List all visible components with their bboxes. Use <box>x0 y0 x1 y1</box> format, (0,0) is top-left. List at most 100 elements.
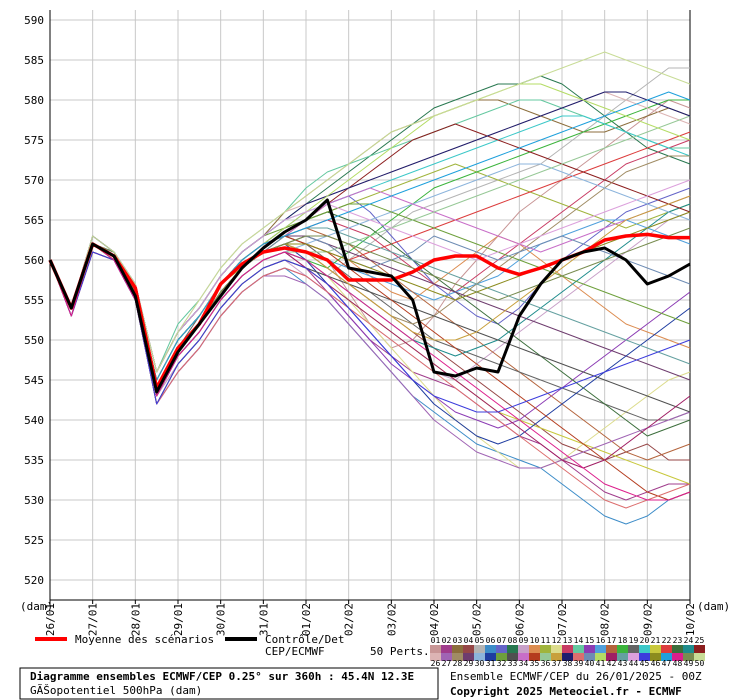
legend-swatch <box>672 653 683 661</box>
legend-label: 05 <box>475 636 485 645</box>
legend-label: 10 <box>530 636 540 645</box>
legend-label: 13 <box>563 636 573 645</box>
legend-label: 42 <box>607 659 617 668</box>
x-tick-label: 30/01 <box>215 603 228 636</box>
legend-label: 31 <box>486 659 496 668</box>
legend-label: 34 <box>519 659 529 668</box>
x-tick-label: 02/02 <box>343 603 356 636</box>
legend-label: 20 <box>640 636 650 645</box>
y-tick-label: 590 <box>24 14 44 27</box>
x-tick-label: 10/02 <box>684 603 697 636</box>
legend-swatch <box>606 653 617 661</box>
y-tick-label: 545 <box>24 374 44 387</box>
legend-swatch <box>507 645 518 653</box>
legend-label: 15 <box>585 636 595 645</box>
legend-swatch <box>562 645 573 653</box>
legend-swatch <box>672 645 683 653</box>
x-tick-label: 08/02 <box>599 603 612 636</box>
x-tick-label: 04/02 <box>428 603 441 636</box>
legend-swatch <box>661 653 672 661</box>
y-tick-label: 570 <box>24 174 44 187</box>
footer-box <box>19 667 439 700</box>
y-tick-label: 585 <box>24 54 44 67</box>
legend-swatch <box>441 645 452 653</box>
legend-swatch <box>683 653 694 661</box>
legend-label: 16 <box>596 636 606 645</box>
legend-swatch <box>474 653 485 661</box>
legend-swatch <box>639 653 650 661</box>
legend-swatch <box>694 645 705 653</box>
perturbation-line <box>49 243 691 469</box>
legend-swatch <box>441 653 452 661</box>
perturbations-label: 50 Perts. <box>370 645 430 658</box>
legend-label: 03 <box>453 636 463 645</box>
legend-swatch <box>485 653 496 661</box>
legend-label: 25 <box>695 636 705 645</box>
x-tick-label: 28/01 <box>129 603 142 636</box>
perturbation-line <box>49 243 691 469</box>
y-tick-label: 535 <box>24 454 44 467</box>
legend-swatch <box>507 653 518 661</box>
perturbation-line <box>49 235 691 389</box>
x-tick-label: 03/02 <box>385 603 398 636</box>
legend-swatch <box>518 645 529 653</box>
legend-swatch <box>551 645 562 653</box>
legend-swatch <box>573 653 584 661</box>
legend-swatch <box>584 653 595 661</box>
legend-label: 08 <box>508 636 518 645</box>
legend-label: Moyenne des scénarios <box>75 633 214 646</box>
legend-swatch <box>595 645 606 653</box>
y-unit-right: (dam) <box>697 600 730 613</box>
axis-frame <box>49 10 691 601</box>
legend-swatch <box>694 653 705 661</box>
legend-label: 47 <box>662 659 672 668</box>
legend-label: 30 <box>475 659 485 668</box>
legend-swatch <box>430 645 441 653</box>
legend-label: 48 <box>673 659 683 668</box>
legend-label: 19 <box>629 636 639 645</box>
perturbation-line <box>49 251 691 485</box>
y-tick-label: 580 <box>24 94 44 107</box>
legend-label: 36 <box>541 659 551 668</box>
legend-label: 46 <box>651 659 661 668</box>
legend-swatch <box>551 653 562 661</box>
y-tick-label: 530 <box>24 494 44 507</box>
legend-label: 14 <box>574 636 584 645</box>
x-tick-label: 31/01 <box>257 603 270 636</box>
legend-swatch <box>661 645 672 653</box>
legend-swatch <box>683 645 694 653</box>
legend-label: 02 <box>442 636 452 645</box>
legend-swatch <box>518 653 529 661</box>
legend-label: 06 <box>486 636 496 645</box>
legend-swatch <box>584 645 595 653</box>
legend-swatch <box>485 645 496 653</box>
legend-label: 28 <box>453 659 463 668</box>
legend-swatch <box>540 645 551 653</box>
footer-subtitle: GÃŠopotentiel 500hPa (dam) <box>30 684 202 697</box>
legend-label: 43 <box>618 659 628 668</box>
x-tick-label: 07/02 <box>556 603 569 636</box>
legend-swatch <box>529 653 540 661</box>
legend-swatch <box>617 653 628 661</box>
legend-label: 01 <box>431 636 441 645</box>
legend-swatch <box>463 653 474 661</box>
legend-swatch <box>496 653 507 661</box>
legend-label: 29 <box>464 659 474 668</box>
perturbation-line <box>49 243 690 501</box>
perturbation-line <box>49 251 691 413</box>
legend-swatch <box>452 645 463 653</box>
y-tick-label: 555 <box>24 294 44 307</box>
legend-label: Contrôle/Det CEP/ECMWF <box>265 633 344 658</box>
legend-label: 44 <box>629 659 639 668</box>
legend-swatch <box>628 645 639 653</box>
legend-label: 21 <box>651 636 661 645</box>
legend-label: 26 <box>431 659 441 668</box>
x-tick-label: 09/02 <box>641 603 654 636</box>
footer-run: Ensemble ECMWF/CEP du 26/01/2025 - 00Z <box>450 670 702 683</box>
legend-label: 11 <box>541 636 551 645</box>
y-tick-label: 520 <box>24 574 44 587</box>
series-line <box>48 232 690 390</box>
footer-copyright: Copyright 2025 Meteociel.fr - ECMWF <box>450 685 682 698</box>
legend-swatch <box>430 653 441 661</box>
